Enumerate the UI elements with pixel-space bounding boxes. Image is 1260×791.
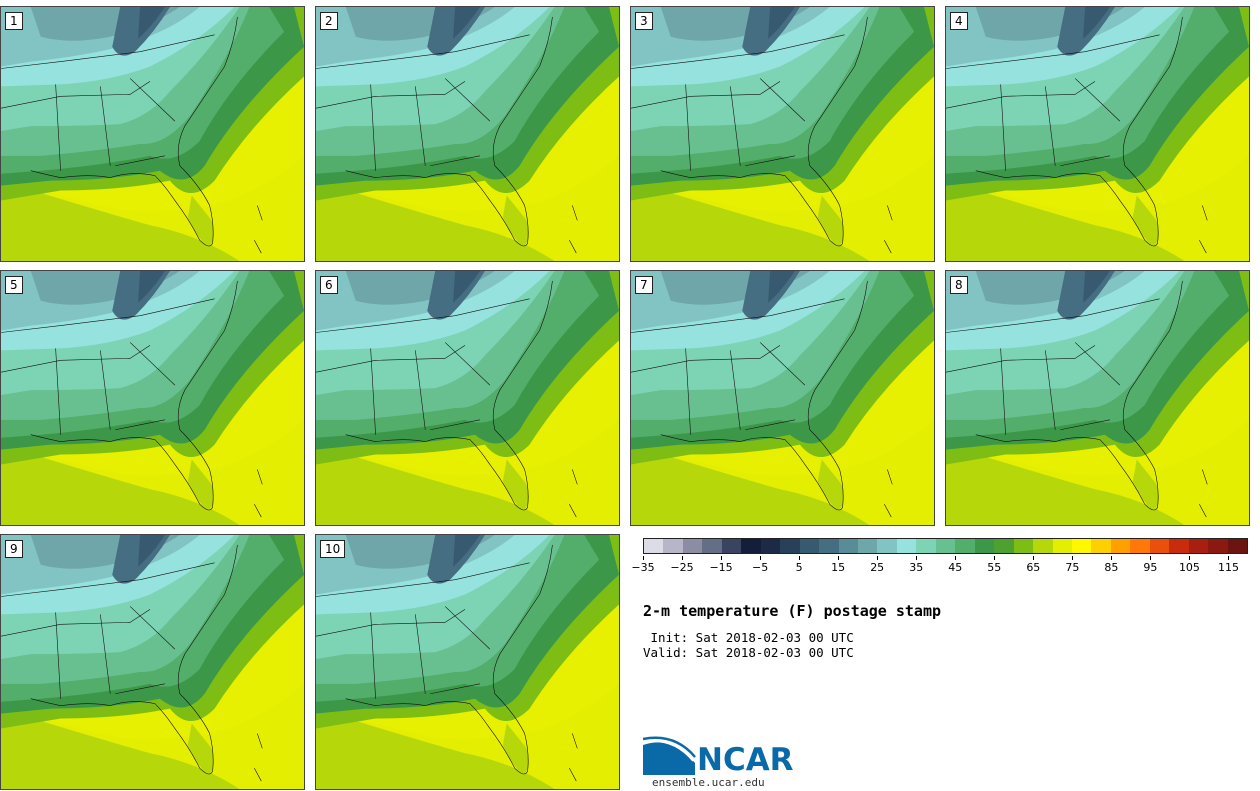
colorbar-swatch bbox=[1169, 539, 1189, 553]
colorbar-tick bbox=[760, 556, 762, 560]
colorbar-tick bbox=[1150, 556, 1152, 560]
colorbar-tick bbox=[1033, 556, 1035, 560]
colorbar-swatch bbox=[1091, 539, 1111, 553]
colorbar-swatch bbox=[1013, 539, 1034, 553]
colorbar-tick bbox=[994, 556, 996, 560]
member-number-label: 1 bbox=[5, 12, 23, 30]
ncar-logo-text: NCAR bbox=[697, 742, 794, 778]
ensemble-member-map-6: 6 bbox=[315, 270, 620, 526]
colorbar-tick-label: 45 bbox=[948, 561, 963, 574]
member-number-label: 9 bbox=[5, 540, 23, 558]
init-time: Init: Sat 2018-02-03 00 UTC bbox=[643, 630, 854, 645]
colorbar-swatch bbox=[682, 539, 703, 553]
colorbar-swatch bbox=[1052, 539, 1072, 553]
colorbar-swatch bbox=[1227, 539, 1248, 553]
ensemble-member-map-9: 9 bbox=[0, 534, 305, 790]
colorbar-tick-label: −35 bbox=[631, 561, 655, 574]
ensemble-member-map-10: 10 bbox=[315, 534, 620, 790]
colorbar-swatch bbox=[1188, 539, 1209, 553]
colorbar-swatch bbox=[1149, 539, 1170, 553]
valid-time: Valid: Sat 2018-02-03 00 UTC bbox=[643, 645, 854, 660]
site-url: ensemble.ucar.edu bbox=[652, 776, 765, 789]
colorbar-tick bbox=[1228, 556, 1230, 560]
colorbar-swatch bbox=[877, 539, 897, 553]
ncar-logo-mark bbox=[643, 736, 696, 775]
colorbar-tick-label: 85 bbox=[1104, 561, 1119, 574]
colorbar-tick-label: 55 bbox=[987, 561, 1002, 574]
colorbar-tick bbox=[955, 556, 957, 560]
colorbar-swatch bbox=[955, 539, 975, 553]
ensemble-member-map-1: 1 bbox=[0, 6, 305, 262]
colorbar-swatch bbox=[994, 539, 1014, 553]
colorbar-swatch bbox=[663, 539, 683, 553]
colorbar-swatch bbox=[896, 539, 917, 553]
colorbar-swatch bbox=[702, 539, 722, 553]
ensemble-member-map-7: 7 bbox=[630, 270, 935, 526]
colorbar-tick bbox=[643, 556, 644, 560]
colorbar-swatch bbox=[780, 539, 800, 553]
colorbar-ticks: −35 −25 −15 −5 5 15 25 35 45 55 65 75 85 95 105 115 bbox=[631, 556, 1248, 576]
colorbar-tick bbox=[916, 556, 918, 560]
colorbar-swatch bbox=[916, 539, 936, 553]
colorbar-tick-label: −5 bbox=[751, 561, 769, 574]
colorbar-swatch bbox=[819, 539, 839, 553]
member-number-label: 5 bbox=[5, 276, 23, 294]
ensemble-member-map-8: 8 bbox=[945, 270, 1250, 526]
colorbar-tick-label: 15 bbox=[831, 561, 846, 574]
colorbar-swatch bbox=[721, 539, 742, 553]
colorbar-swatch bbox=[838, 539, 858, 553]
colorbar-swatch bbox=[741, 539, 761, 553]
colorbar-tick bbox=[877, 556, 879, 560]
colorbar-swatch bbox=[935, 539, 956, 553]
colorbar-swatch bbox=[1130, 539, 1150, 553]
colorbar-swatch bbox=[857, 539, 878, 553]
colorbar-swatch bbox=[760, 539, 781, 553]
colorbar-tick bbox=[838, 556, 840, 560]
colorbar-tick-label: 105 bbox=[1178, 561, 1200, 574]
ensemble-member-map-3: 3 bbox=[630, 6, 935, 262]
colorbar-tick-label: 35 bbox=[909, 561, 924, 574]
member-number-label: 6 bbox=[320, 276, 338, 294]
member-number-label: 7 bbox=[635, 276, 653, 294]
colorbar-tick bbox=[799, 556, 801, 560]
colorbar-tick-label: 95 bbox=[1143, 561, 1158, 574]
colorbar-tick bbox=[1111, 556, 1113, 560]
colorbar-tick-label: 75 bbox=[1065, 561, 1080, 574]
colorbar-tick-label: 65 bbox=[1026, 561, 1041, 574]
colorbar-tick-label: −15 bbox=[709, 561, 733, 574]
colorbar-tick-label: 115 bbox=[1217, 561, 1239, 574]
colorbar-tick-label: −25 bbox=[670, 561, 694, 574]
figure-title: 2-m temperature (F) postage stamp bbox=[643, 602, 942, 620]
temperature-colorbar bbox=[643, 538, 1248, 554]
member-number-label: 2 bbox=[320, 12, 338, 30]
colorbar-swatch bbox=[799, 539, 820, 553]
colorbar-swatch bbox=[1110, 539, 1131, 553]
member-number-label: 4 bbox=[950, 12, 968, 30]
colorbar-tick-label: 5 bbox=[795, 561, 803, 574]
colorbar-swatch bbox=[1208, 539, 1228, 553]
colorbar-swatch bbox=[1033, 539, 1053, 553]
member-number-label: 10 bbox=[320, 540, 346, 558]
ensemble-member-map-4: 4 bbox=[945, 6, 1250, 262]
member-number-label: 8 bbox=[950, 276, 968, 294]
member-number-label: 3 bbox=[635, 12, 653, 30]
colorbar-swatch bbox=[974, 539, 995, 553]
ensemble-member-map-2: 2 bbox=[315, 6, 620, 262]
colorbar-tick-label: 25 bbox=[870, 561, 885, 574]
colorbar-swatch bbox=[1071, 539, 1092, 553]
colorbar-swatch bbox=[644, 539, 664, 553]
colorbar-tick bbox=[682, 556, 684, 560]
ensemble-member-map-5: 5 bbox=[0, 270, 305, 526]
colorbar-tick bbox=[721, 556, 723, 560]
colorbar-tick bbox=[1189, 556, 1191, 560]
colorbar-tick bbox=[1072, 556, 1074, 560]
